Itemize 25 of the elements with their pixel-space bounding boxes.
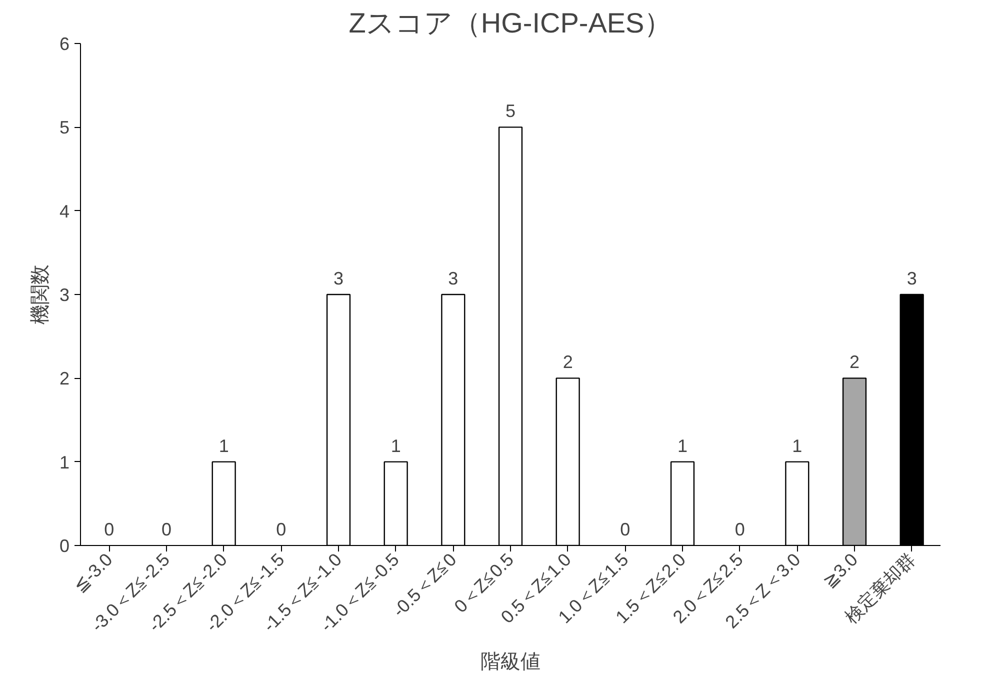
data-label: 0 (620, 520, 630, 540)
data-label: 0 (734, 520, 745, 540)
y-tick-label: 0 (59, 536, 70, 556)
y-tick-label: 6 (59, 34, 70, 54)
data-label: 1 (677, 436, 688, 456)
y-tick-label: 3 (59, 285, 70, 305)
data-label: 2 (562, 352, 573, 372)
data-label: 0 (161, 520, 172, 540)
data-label: 1 (390, 436, 401, 456)
y-tick-label: 1 (59, 452, 70, 472)
data-label: 0 (276, 520, 286, 540)
data-label: 5 (505, 101, 516, 122)
data-label: 3 (448, 268, 458, 288)
data-label: 2 (849, 352, 860, 372)
data-label: 1 (792, 436, 802, 456)
y-tick-label: 2 (59, 368, 70, 389)
data-label: 3 (333, 268, 344, 288)
data-label: 3 (906, 268, 917, 288)
y-tick-label: 5 (59, 118, 70, 138)
y-tick-label: 4 (59, 201, 70, 222)
chart-title: Zスコア（HG-ICP-AES） (348, 8, 672, 38)
data-label: 1 (218, 436, 229, 456)
y-axis-title: 機関数 (29, 264, 52, 324)
data-label: 0 (104, 520, 114, 540)
x-axis-title: 階級値 (480, 650, 540, 673)
